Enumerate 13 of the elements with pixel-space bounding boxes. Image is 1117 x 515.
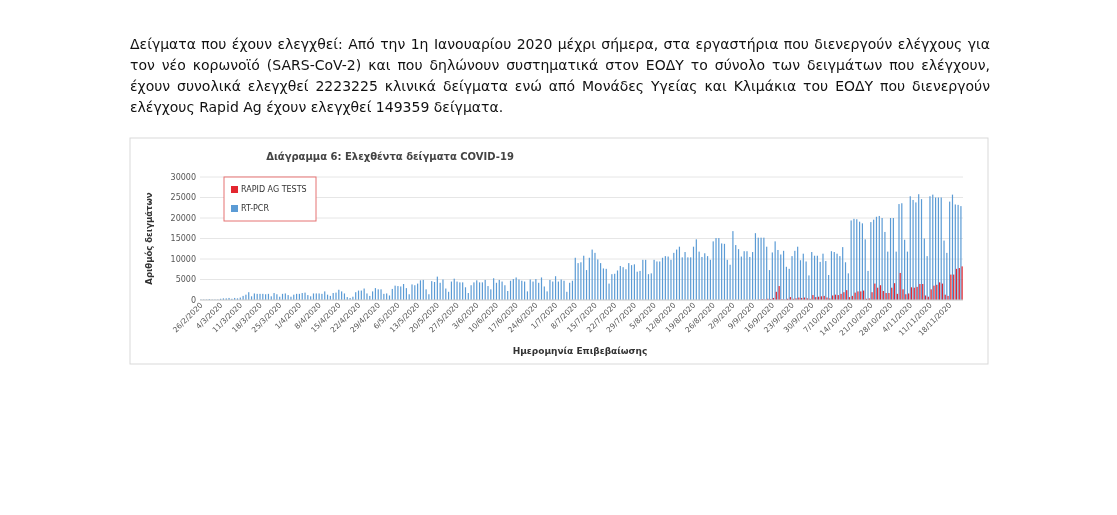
chart-title: Διάγραμμα 6: Ελεχθέντα δείγματα COVID-19 <box>266 151 514 162</box>
y-tick-label: 15000 <box>170 234 196 244</box>
y-axis-title: Αριθμός δειγμάτων <box>144 192 154 285</box>
legend-label: RT-PCR <box>241 204 270 214</box>
y-tick-label: 30000 <box>170 172 196 182</box>
y-tick-label: 20000 <box>170 213 196 223</box>
legend-label: RAPID AG TESTS <box>241 185 307 195</box>
y-tick-label: 10000 <box>170 254 196 264</box>
x-axis-title: Ημερομηνία Επιβεβαίωσης <box>512 346 648 356</box>
text: Δείγματα που έχουν ελεγχθεί: Από την 1η Ιανουαρίου 2020 μέχρι σήμερα, στα εργαστήρια που διενεργούν ελέγχους για τον νέο κορωνοϊό (SARS-CoV-2) και που δηλώνουν συστηματικά στον ΕΟΔΥ το σύνολο των δειγμάτων που ελέγχουν, έχουν συνολικά ελεγχθεί 2223225 κλινικά δείγματα ενώ από Μονάδες Υγείας και Κλιμάκια του ΕΟΔΥ που διενεργούν ελέγχους Rapid Ag έχουν ελεγχθεί 149359 δείγματα. <box>130 35 990 117</box>
y-tick-label: 25000 <box>170 193 196 203</box>
y-tick-label: 5000 <box>175 275 196 285</box>
y-tick-label: 0 <box>190 295 196 305</box>
